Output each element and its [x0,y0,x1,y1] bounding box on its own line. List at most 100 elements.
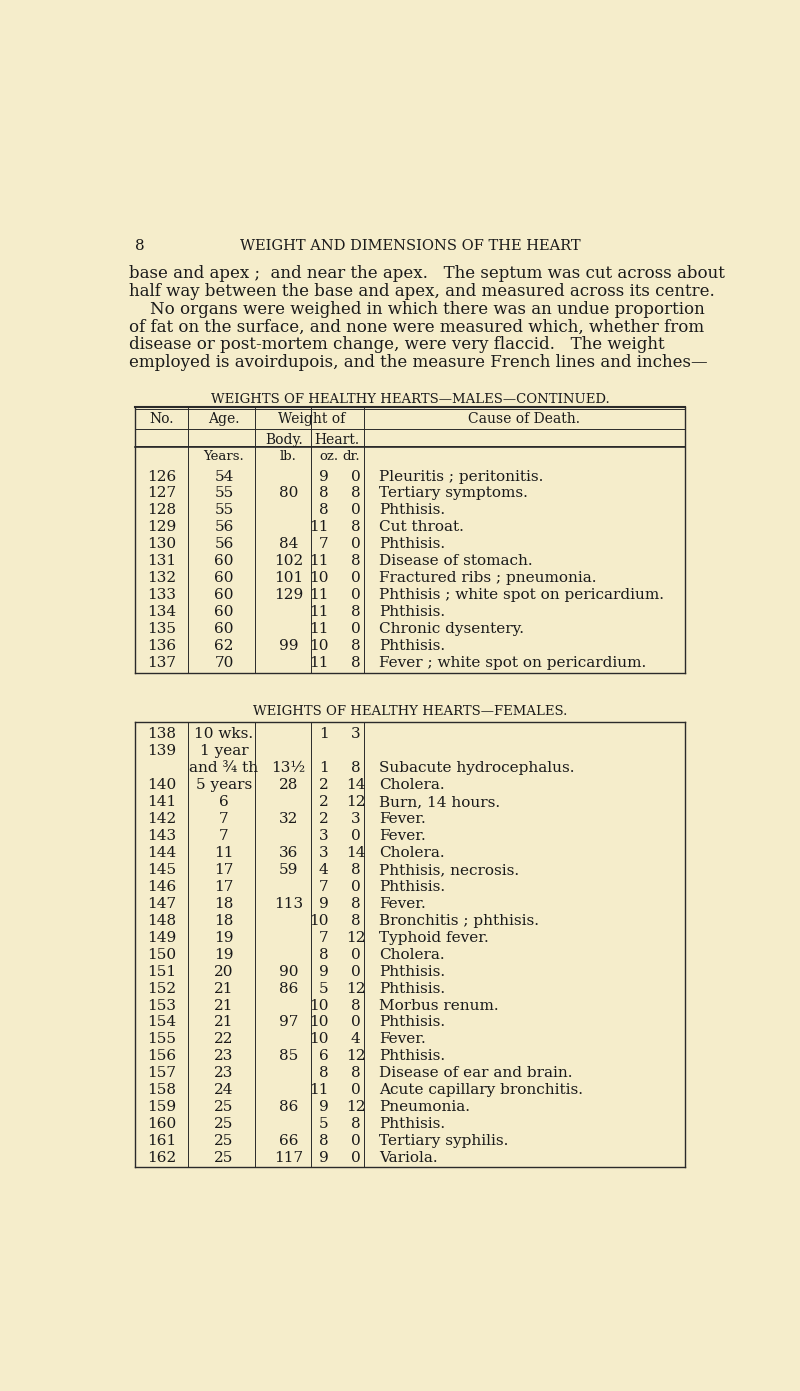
Text: 90: 90 [278,964,298,979]
Text: Fever.: Fever. [379,829,426,843]
Text: 97: 97 [278,1015,298,1029]
Text: 11: 11 [309,554,329,569]
Text: base and apex ;  and near the apex.   The septum was cut across about: base and apex ; and near the apex. The s… [130,266,726,282]
Text: 152: 152 [147,982,177,996]
Text: Cholera.: Cholera. [379,846,445,860]
Text: Tertiary syphilis.: Tertiary syphilis. [379,1134,508,1148]
Text: 146: 146 [147,881,177,894]
Text: dr.: dr. [342,449,360,463]
Text: Morbus renum.: Morbus renum. [379,999,498,1013]
Text: 11: 11 [309,622,329,636]
Text: 0: 0 [351,1134,361,1148]
Text: 4: 4 [351,1032,361,1046]
Text: 12: 12 [346,1049,366,1063]
Text: 1: 1 [319,727,329,741]
Text: 19: 19 [214,947,234,961]
Text: 101: 101 [274,572,303,586]
Text: 13½: 13½ [271,761,306,775]
Text: 60: 60 [214,622,234,636]
Text: 8: 8 [351,605,361,619]
Text: 132: 132 [147,572,177,586]
Text: 145: 145 [147,862,177,876]
Text: 12: 12 [346,1100,366,1114]
Text: 60: 60 [214,588,234,602]
Text: 0: 0 [351,588,361,602]
Text: 0: 0 [351,964,361,979]
Text: 160: 160 [147,1117,177,1131]
Text: 6: 6 [219,796,229,810]
Text: Body.: Body. [266,433,303,447]
Text: 80: 80 [278,487,298,501]
Text: 25: 25 [214,1117,234,1131]
Text: 1: 1 [319,761,329,775]
Text: 2: 2 [319,779,329,793]
Text: 147: 147 [147,897,177,911]
Text: Fever.: Fever. [379,1032,426,1046]
Text: 0: 0 [351,537,361,551]
Text: 11: 11 [309,605,329,619]
Text: 60: 60 [214,554,234,569]
Text: 149: 149 [147,931,177,944]
Text: 20: 20 [214,964,234,979]
Text: 24: 24 [214,1084,234,1097]
Text: 135: 135 [147,622,177,636]
Text: 9: 9 [319,470,329,484]
Text: 25: 25 [214,1100,234,1114]
Text: Pleuritis ; peritonitis.: Pleuritis ; peritonitis. [379,470,543,484]
Text: 18: 18 [214,897,234,911]
Text: 9: 9 [319,1100,329,1114]
Text: Phthisis.: Phthisis. [379,537,445,551]
Text: No organs were weighed in which there was an undue proportion: No organs were weighed in which there wa… [150,300,705,319]
Text: 9: 9 [319,1150,329,1166]
Text: 8: 8 [319,504,329,517]
Text: 139: 139 [147,744,177,758]
Text: oz.: oz. [319,449,338,463]
Text: 23: 23 [214,1049,234,1063]
Text: 21: 21 [214,1015,234,1029]
Text: WEIGHTS OF HEALTHY HEARTS—MALES—CONTINUED.: WEIGHTS OF HEALTHY HEARTS—MALES—CONTINUE… [210,394,610,406]
Text: 7: 7 [219,829,229,843]
Text: of fat on the surface, and none were measured which, whether from: of fat on the surface, and none were mea… [130,319,705,335]
Text: 2: 2 [319,812,329,826]
Text: 14: 14 [346,846,366,860]
Text: 0: 0 [351,622,361,636]
Text: 128: 128 [147,504,177,517]
Text: 55: 55 [214,487,234,501]
Text: Acute capillary bronchitis.: Acute capillary bronchitis. [379,1084,583,1097]
Text: employed is avoirdupois, and the measure French lines and inches—: employed is avoirdupois, and the measure… [130,355,708,371]
Text: 70: 70 [214,657,234,670]
Text: 159: 159 [147,1100,177,1114]
Text: 8: 8 [351,554,361,569]
Text: 157: 157 [147,1067,177,1081]
Text: 54: 54 [214,470,234,484]
Text: 8: 8 [351,520,361,534]
Text: 84: 84 [278,537,298,551]
Text: 59: 59 [278,862,298,876]
Text: 7: 7 [319,931,329,944]
Text: 10: 10 [309,572,329,586]
Text: 12: 12 [346,796,366,810]
Text: 11: 11 [309,520,329,534]
Text: 60: 60 [214,605,234,619]
Text: 4: 4 [319,862,329,876]
Text: 130: 130 [147,537,177,551]
Text: 156: 156 [147,1049,177,1063]
Text: 55: 55 [214,504,234,517]
Text: 21: 21 [214,982,234,996]
Text: 151: 151 [147,964,177,979]
Text: 113: 113 [274,897,303,911]
Text: Burn, 14 hours.: Burn, 14 hours. [379,796,500,810]
Text: 22: 22 [214,1032,234,1046]
Text: 3: 3 [351,727,361,741]
Text: Years.: Years. [204,449,244,463]
Text: 3: 3 [319,846,329,860]
Text: 25: 25 [214,1134,234,1148]
Text: 10 wks.: 10 wks. [194,727,254,741]
Text: 8: 8 [351,1117,361,1131]
Text: lb.: lb. [280,449,297,463]
Text: 131: 131 [147,554,177,569]
Text: WEIGHTS OF HEALTHY HEARTS—FEMALES.: WEIGHTS OF HEALTHY HEARTS—FEMALES. [253,705,567,718]
Text: Phthisis.: Phthisis. [379,982,445,996]
Text: 8: 8 [135,238,145,253]
Text: 8: 8 [319,1067,329,1081]
